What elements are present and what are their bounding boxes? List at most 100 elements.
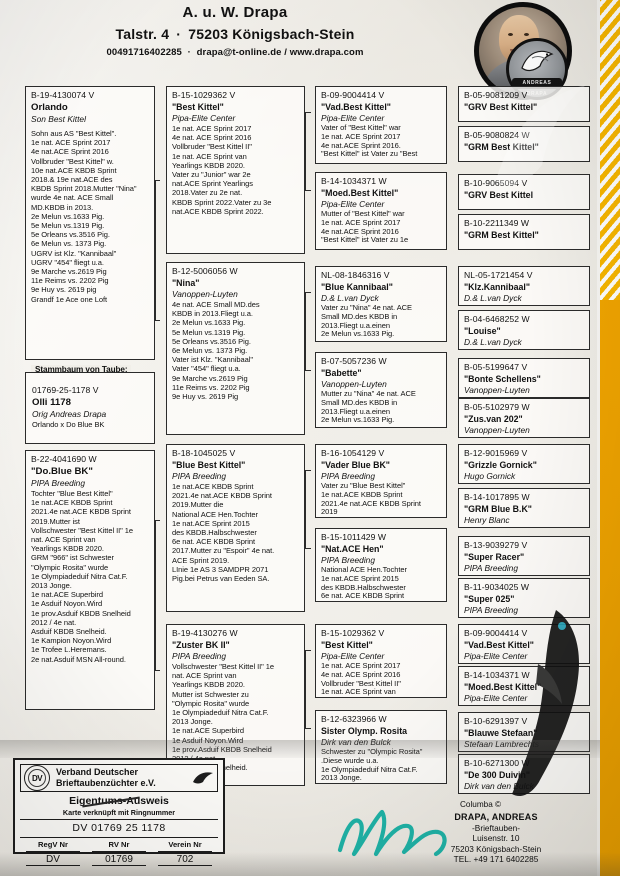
pedigree-card-col4-11[interactable]: B-11-9034025 W "Super 025" PIPA Breeding bbox=[458, 578, 590, 618]
pigeon-breeder: PIPA Breeding bbox=[172, 471, 227, 481]
pedigree-card-col3-7[interactable]: B-12-6323966 W Sister Olymp. Rosita Dirk… bbox=[315, 710, 447, 784]
owner-name: A. u. W. Drapa bbox=[182, 4, 288, 21]
association-name-line2: Brieftaubenzüchter e.V. bbox=[56, 778, 156, 788]
pedigree-card-col3-0[interactable]: B-09-9004414 V "Vad.Best Kittel" Pipa-El… bbox=[315, 86, 447, 164]
pigeon-breeder: Pipa-Elite Center bbox=[321, 199, 385, 209]
pedigree-card-col4-7[interactable]: B-05-5102979 W "Zus.van 202" Vanoppen-Lu… bbox=[458, 398, 590, 438]
pedigree-card-col1-0[interactable]: B-19-4130074 V Orlando Son Best Kittel S… bbox=[25, 86, 155, 360]
footer-name: DRAPA, ANDREAS bbox=[454, 812, 538, 822]
ring-number: B-09-9004414 V bbox=[321, 90, 385, 100]
connector-gen2b-h1 bbox=[305, 292, 311, 293]
pigeon-notes: Schwester zu "Olympic Rosita" .Diese wur… bbox=[321, 747, 423, 783]
pigeon-breeder: D.& L.van Dyck bbox=[464, 337, 522, 347]
pigeon-notes: Vater zu "Nina" 4e nat. ACE Small MD.des… bbox=[321, 303, 412, 339]
pigeon-notes: Mutter of "Best Kittel" war 1e nat. ACE … bbox=[321, 209, 409, 245]
pedigree-card-col4-8[interactable]: B-12-9015969 V "Grizzle Gornick" Hugo Go… bbox=[458, 444, 590, 484]
connector-gen2c-v bbox=[305, 470, 306, 548]
pedigree-card-col3-4[interactable]: B-16-1054129 V "Vader Blue BK" PIPA Bree… bbox=[315, 444, 447, 518]
pedigree-card-col4-9[interactable]: B-14-1017895 W "GRM Blue B.K" Henry Blan… bbox=[458, 488, 590, 528]
pedigree-card-col2-1[interactable]: B-12-5006056 W "Nina" Vanoppen-Luyten 4e… bbox=[166, 262, 305, 435]
association-name: Verband Deutscher Brieftaubenzüchter e.V… bbox=[50, 767, 192, 789]
pigeon-breeder: Pipa-Elite Center bbox=[172, 113, 236, 123]
ring-number: B-10-6291397 V bbox=[464, 716, 528, 726]
pigeon-breeder: Pipa-Elite Center bbox=[321, 113, 385, 123]
ring-number: B-14-1034371 W bbox=[464, 670, 530, 680]
owner-city: 75203 Königsbach-Stein bbox=[188, 26, 355, 42]
pedigree-card-col4-13[interactable]: B-14-1034371 W "Moed.Best Kittel" Pipa-E… bbox=[458, 666, 590, 706]
pedigree-card-col4-4[interactable]: NL-05-1721454 V "Klz.Kannibaal" D.& L.va… bbox=[458, 266, 590, 306]
ring-number: B-12-9015969 V bbox=[464, 448, 528, 458]
pigeon-breeder: Vanoppen-Luyten bbox=[464, 425, 530, 435]
ring-number: B-10-6271300 W bbox=[464, 758, 530, 768]
pedigree-card-col4-0[interactable]: B-05-9081209 V "GRV Best Kittel" bbox=[458, 86, 590, 122]
pigeon-name: "GRV Best Kittel bbox=[464, 190, 534, 200]
pigeon-notes: Vater of "Best Kittel" war 1e nat. ACE S… bbox=[321, 123, 418, 159]
ring-number: B-10-9065094 V bbox=[464, 178, 528, 188]
certificate-field-regv: RegV Nr DV bbox=[20, 840, 86, 866]
footer-line2: -Brieftauben- bbox=[472, 822, 520, 833]
pigeon-name: Orlando bbox=[31, 102, 68, 113]
right-band-hatch-pattern bbox=[600, 0, 620, 300]
pigeon-breeder: Son Best Kittel bbox=[31, 114, 86, 124]
pigeon-name: "GRM Best Kittel" bbox=[464, 230, 539, 240]
connector-gen2c-h1 bbox=[305, 470, 311, 471]
flying-pigeon-icon bbox=[193, 772, 213, 784]
pigeon-notes: Sohn aus AS "Best Kittel". 1e nat. ACE S… bbox=[31, 129, 137, 304]
connector-gen2a-v bbox=[305, 112, 306, 190]
pedigree-card-col3-6[interactable]: B-15-1029362 V "Best Kittel" Pipa-Elite … bbox=[315, 624, 447, 698]
document-header: A. u. W. Drapa Talstr. 4 · 75203 Königsb… bbox=[0, 4, 470, 58]
stammbaum-subject-card[interactable]: 01769-25-1178 V Olli 1178 Orig Andreas D… bbox=[25, 372, 155, 444]
pedigree-card-col3-1[interactable]: B-14-1034371 W "Moed.Best Kittel" Pipa-E… bbox=[315, 172, 447, 250]
pedigree-card-col1-1[interactable]: B-22-4041690 W "Do.Blue BK" PIPA Breedin… bbox=[25, 450, 155, 710]
pedigree-card-col4-10[interactable]: B-13-9039279 V "Super Racer" PIPA Breedi… bbox=[458, 536, 590, 576]
pigeon-breeder: Stefaan Lambrechts bbox=[464, 739, 539, 749]
pigeon-breeder: Henry Blanc bbox=[464, 515, 510, 525]
pedigree-card-col4-14[interactable]: B-10-6291397 V "Blauwe Stefaan" Stefaan … bbox=[458, 712, 590, 752]
ring-number: B-15-1029362 V bbox=[321, 628, 385, 638]
pedigree-card-col3-2[interactable]: NL-08-1846316 V "Blue Kannibaal" D.& L.v… bbox=[315, 266, 447, 342]
pedigree-card-col2-2[interactable]: B-18-1045025 V "Blue Best Kittel" PIPA B… bbox=[166, 444, 305, 612]
pedigree-card-col2-0[interactable]: B-15-1029362 V "Best Kittel" Pipa-Elite … bbox=[166, 86, 305, 254]
pigeon-name: "Zus.van 202" bbox=[464, 414, 523, 424]
pedigree-card-col4-5[interactable]: B-04-6468252 W "Louise" D.& L.van Dyck bbox=[458, 310, 590, 350]
pedigree-card-col4-6[interactable]: B-05-5199647 V "Bonte Schellens" Vanoppe… bbox=[458, 358, 590, 398]
pigeon-name: "Best Kittel" bbox=[172, 102, 224, 112]
ownership-certificate-card[interactable]: DV Verband Deutscher Brieftaubenzüchter … bbox=[13, 758, 225, 866]
pigeon-name: "De 300 Duivin" bbox=[464, 770, 531, 780]
ring-number: NL-05-1721454 V bbox=[464, 270, 533, 280]
pigeon-breeder: PIPA Breeding bbox=[464, 605, 519, 615]
subject-ring-number: 01769-25-1178 V bbox=[32, 385, 99, 395]
pedigree-card-col4-12[interactable]: B-09-9004414 V "Vad.Best Kittel" Pipa-El… bbox=[458, 624, 590, 664]
pigeon-breeder: Dirk van den Bulck bbox=[464, 781, 534, 791]
association-name-line1: Verband Deutscher bbox=[56, 767, 139, 777]
pigeon-name: "Moed.Best Kittel" bbox=[321, 188, 399, 198]
pigeon-name: "Super Racer" bbox=[464, 552, 525, 562]
pigeon-notes: 1e nat.ACE KBDB Sprint 2021.4e nat.ACE K… bbox=[172, 482, 275, 584]
pigeon-name: "Vader Blue BK" bbox=[321, 460, 390, 470]
pedigree-card-col3-3[interactable]: B-07-5057236 W "Babette" Vanoppen-Luyten… bbox=[315, 352, 447, 428]
pedigree-card-col4-3[interactable]: B-10-2211349 W "GRM Best Kittel" bbox=[458, 214, 590, 250]
seal-initials: DV bbox=[28, 769, 46, 787]
pigeon-name: "GRV Best Kittel" bbox=[464, 102, 538, 112]
pigeon-name: "Vad.Best Kittel" bbox=[321, 102, 391, 112]
footer-street: Luisenstr. 10 bbox=[472, 833, 520, 844]
pigeon-name: "Babette" bbox=[321, 368, 362, 378]
ring-number: B-05-5102979 W bbox=[464, 402, 530, 412]
owner-phone: 00491716402285 bbox=[106, 47, 182, 58]
portrait-eye-right bbox=[524, 33, 529, 36]
pigeon-breeder: PIPA Breeding bbox=[321, 555, 376, 565]
pedigree-card-col4-15[interactable]: B-10-6271300 W "De 300 Duivin" Dirk van … bbox=[458, 754, 590, 794]
pedigree-card-col4-1[interactable]: B-05-9080824 W "GRM Best Kittel" bbox=[458, 126, 590, 162]
connector-gen2b-v bbox=[305, 292, 306, 370]
pedigree-card-col3-5[interactable]: B-15-1011429 W "Nat.ACE Hen" PIPA Breedi… bbox=[315, 528, 447, 602]
ring-number: B-04-6468252 W bbox=[464, 314, 530, 324]
certificate-title: Eigentums-Ausweis bbox=[20, 795, 218, 808]
pigeon-notes: Vollschwester "Best Kittel II" 1e nat. A… bbox=[172, 662, 275, 773]
pigeon-name: "GRM Best Kittel" bbox=[464, 142, 539, 152]
pigeon-breeder: PIPA Breeding bbox=[464, 563, 519, 573]
certificate-field-rv: RV Nr 01769 bbox=[86, 840, 152, 866]
pedigree-card-col4-2[interactable]: B-10-9065094 V "GRV Best Kittel bbox=[458, 174, 590, 210]
certificate-fields: RegV Nr DV RV Nr 01769 Verein Nr 702 bbox=[20, 840, 218, 866]
pigeon-name: "Vad.Best Kittel" bbox=[464, 640, 534, 650]
ring-number: B-18-1045025 V bbox=[172, 448, 236, 458]
